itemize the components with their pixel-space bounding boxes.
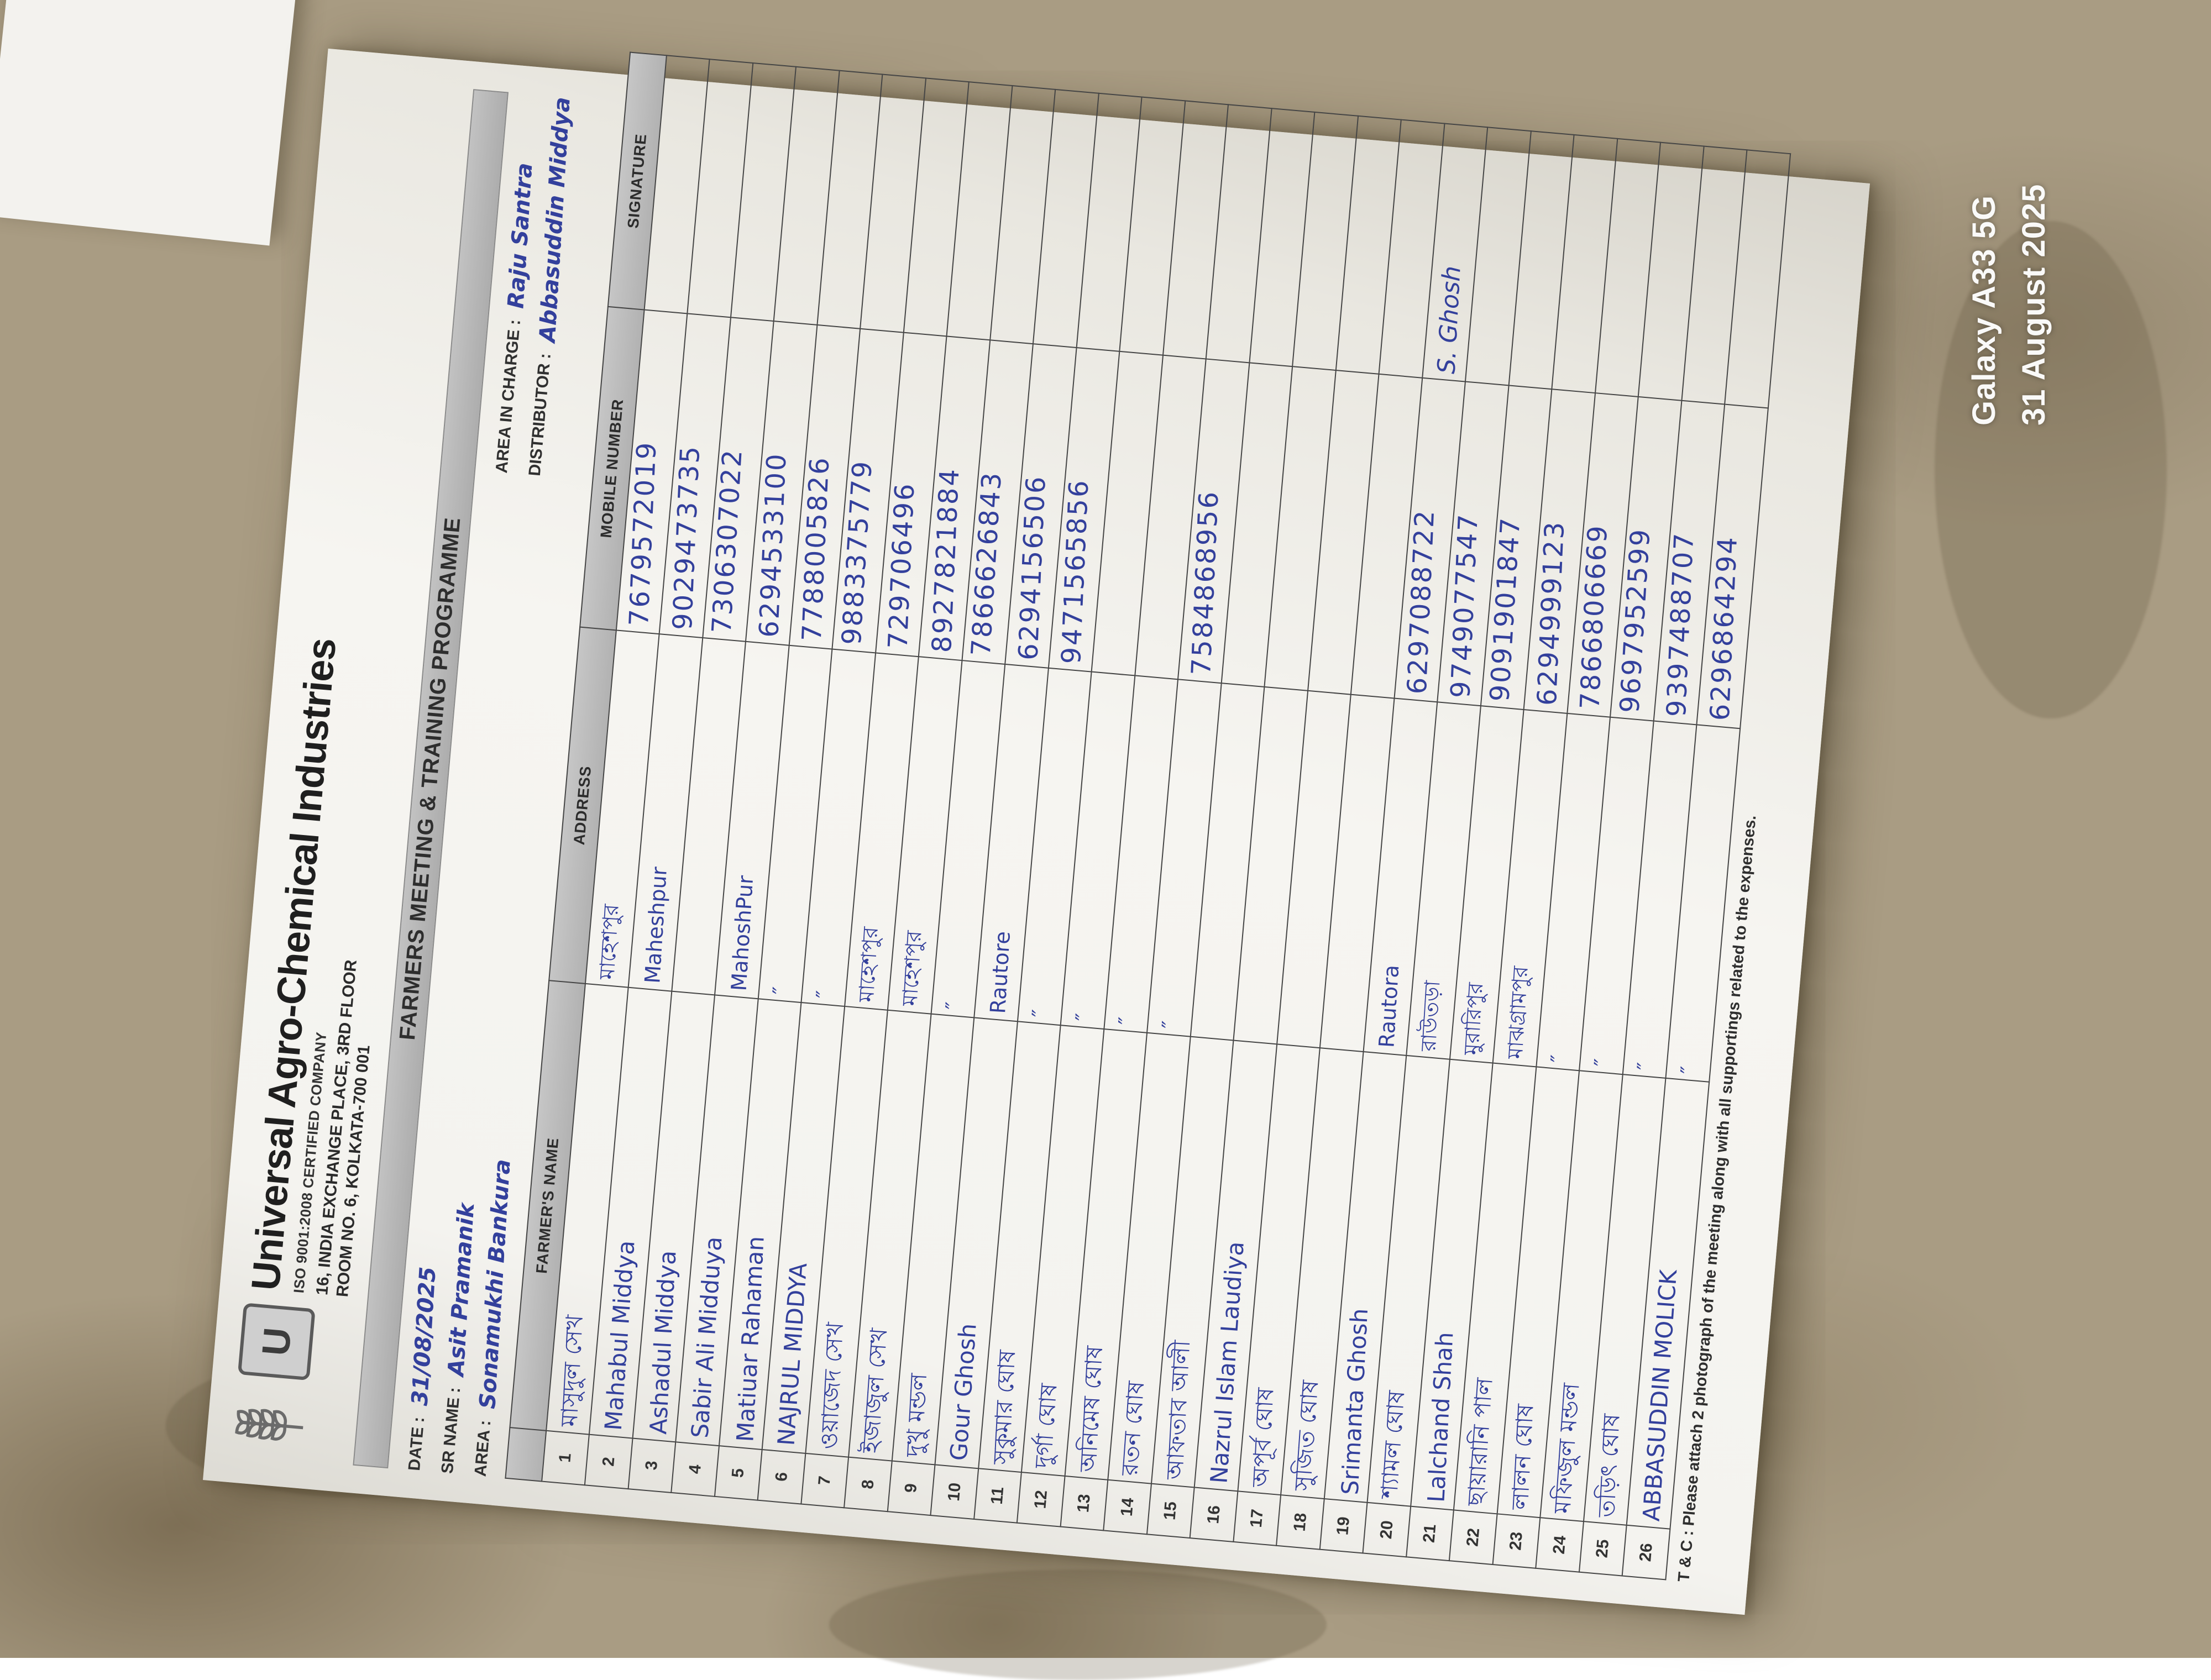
farmer-name-handwriting: Gour Ghosh — [945, 1322, 982, 1462]
row-number: 3 — [628, 1438, 676, 1493]
row-number: 4 — [671, 1442, 719, 1497]
watermark-device: Galaxy A33 5G — [1966, 195, 2002, 426]
farmer-name-handwriting: NAJRUL MIDDYA — [772, 1262, 813, 1447]
row-number: 9 — [887, 1461, 935, 1516]
address-handwriting: মাহেশপুর — [853, 926, 883, 1003]
address-handwriting: ″ — [1676, 1065, 1701, 1075]
row-number: 18 — [1276, 1495, 1324, 1550]
address-handwriting: মাহেশপুর — [594, 903, 624, 980]
row-number: 15 — [1146, 1483, 1195, 1539]
row-number: 19 — [1319, 1498, 1368, 1553]
signature-handwriting: S. Ghosh — [1432, 265, 1466, 375]
farmer-name-handwriting: Ashadul Middya — [644, 1250, 682, 1435]
row-number: 26 — [1622, 1525, 1670, 1580]
farmer-name-handwriting: Matiuar Rahaman — [731, 1235, 769, 1443]
farmer-name-handwriting: ওয়াজেদ সেখ — [814, 1321, 848, 1450]
row-number: 6 — [758, 1450, 806, 1504]
row-number: 16 — [1190, 1487, 1238, 1542]
address-handwriting: Rautore — [985, 930, 1015, 1015]
row-number: 7 — [801, 1453, 849, 1508]
farmer-name-handwriting: শ্যামল ঘোষ — [1375, 1389, 1410, 1499]
farmer-name-handwriting: অপূর্ব ঘোষ — [1246, 1387, 1279, 1488]
farmer-name-handwriting: ইজাজুল সেখ — [857, 1327, 893, 1454]
watermark-date: 31 August 2025 — [2015, 183, 2052, 426]
header-serial — [505, 1427, 547, 1482]
sr-name-label: SR NAME : — [438, 1387, 464, 1474]
document: U Universal Agro-Chemical Industries ISO… — [203, 49, 1870, 1615]
address-handwriting: মাহেশপুর — [897, 930, 926, 1007]
farmer-name-handwriting: সুজিত ঘোষ — [1288, 1379, 1324, 1492]
address-handwriting: রাউতড়া — [1416, 980, 1445, 1052]
farmer-name-handwriting: তড়িৎ ঘোষ — [1592, 1413, 1625, 1518]
row-number: 8 — [844, 1457, 892, 1512]
row-number: 2 — [585, 1434, 633, 1489]
marble-vein — [829, 1569, 1327, 1680]
company-logo-monogram: U — [237, 1303, 316, 1381]
area-label: AREA : — [471, 1419, 495, 1478]
address-handwriting: MahoshPur — [726, 874, 758, 992]
farmers-table: FARMER'S NAME ADDRESS MOBILE NUMBER SIGN… — [505, 51, 1791, 1580]
farmer-name-handwriting: আফতাব আলী — [1160, 1339, 1196, 1481]
row-number: 5 — [714, 1446, 763, 1500]
row-number: 22 — [1449, 1510, 1497, 1565]
address-handwriting: ″ — [1632, 1062, 1658, 1071]
farmer-name-handwriting: দুখু মন্ডল — [900, 1372, 932, 1458]
row-number: 11 — [974, 1468, 1022, 1523]
address-handwriting: ″ — [941, 1001, 966, 1011]
farmer-name-handwriting: অনিমেষ ঘোষ — [1074, 1345, 1108, 1473]
row-number: 20 — [1363, 1502, 1411, 1557]
address-handwriting: Maheshpur — [640, 866, 672, 984]
row-number: 17 — [1233, 1491, 1281, 1546]
farmer-name-handwriting: সুকুমার ঘোষ — [987, 1349, 1021, 1466]
farmer-name-handwriting: লালন ঘোষ — [1506, 1403, 1539, 1511]
farmer-name-handwriting: দুর্গা ঘোষ — [1029, 1382, 1062, 1469]
farmer-name-handwriting: Lalchand Shah — [1422, 1331, 1459, 1503]
address-handwriting: ″ — [1114, 1016, 1139, 1026]
address-handwriting: Rautora — [1374, 964, 1404, 1049]
farmer-name-handwriting: মফিজুল মন্ডল — [1548, 1382, 1585, 1515]
mobile-number-handwriting: 729706496 — [882, 481, 921, 650]
address-handwriting: ″ — [768, 986, 793, 996]
date-label: DATE : — [405, 1416, 428, 1472]
farmer-name-handwriting: রতন ঘোষ — [1115, 1380, 1150, 1477]
farmer-name-handwriting: Mahabul Middya — [599, 1240, 640, 1432]
farmer-name-handwriting: মাসুদুল সেখ — [555, 1314, 588, 1427]
address-handwriting: ″ — [1028, 1009, 1052, 1019]
row-number: 10 — [930, 1464, 979, 1519]
address-handwriting: ″ — [1589, 1058, 1615, 1068]
attendance-sheet-paper: U Universal Agro-Chemical Industries ISO… — [203, 48, 1870, 1615]
marble-vein — [1935, 221, 2167, 718]
farmer-name-handwriting: Sabir Ali Midduya — [686, 1236, 727, 1439]
row-number: 14 — [1103, 1479, 1151, 1535]
row-number: 13 — [1060, 1476, 1108, 1531]
address-handwriting: ″ — [1157, 1020, 1182, 1030]
wheat-logo-icon — [235, 1409, 303, 1441]
row-number: 1 — [542, 1430, 590, 1485]
camera-watermark: Galaxy A33 5G 31 August 2025 — [1959, 184, 2059, 426]
address-handwriting: ″ — [1071, 1012, 1096, 1022]
row-number: 23 — [1492, 1514, 1541, 1568]
row-number: 12 — [1017, 1472, 1065, 1527]
farmer-name-handwriting: ছায়ারানি পাল — [1461, 1377, 1499, 1507]
row-number: 24 — [1536, 1518, 1584, 1572]
row-number: 25 — [1579, 1521, 1627, 1576]
address-handwriting: ″ — [811, 990, 836, 999]
farmer-name-handwriting: Srimanta Ghosh — [1336, 1308, 1373, 1496]
address-handwriting: মাঝগ্রামপুর — [1502, 965, 1533, 1060]
row-number: 21 — [1406, 1506, 1454, 1561]
document-header: U Universal Agro-Chemical Industries ISO… — [230, 78, 459, 1464]
address-handwriting: ″ — [1546, 1054, 1571, 1064]
address-handwriting: মুরারিপুর — [1459, 981, 1488, 1056]
fields-left: DATE : 31/08/2025 SR NAME : Asit Pramani… — [396, 1153, 522, 1478]
distributor-label: DISTRIBUTOR : — [525, 352, 554, 477]
farmers-table-body: 1 মাসুদুল সেখ মাহেশপুর 7679572019 2 Maha… — [542, 55, 1791, 1580]
